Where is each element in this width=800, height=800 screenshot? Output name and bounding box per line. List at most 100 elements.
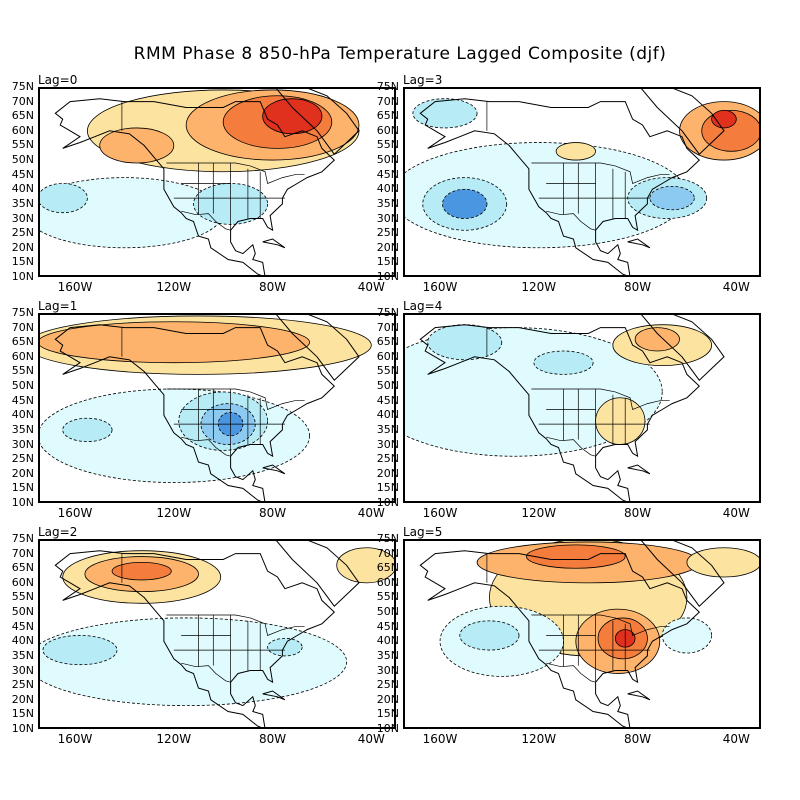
latitude-label: 70N — [11, 546, 34, 560]
longitude-label: 80W — [258, 280, 287, 294]
map-plot — [403, 87, 761, 277]
latitude-label: 45N — [11, 393, 34, 407]
latitude-label: 50N — [376, 605, 399, 619]
coastline — [419, 98, 701, 277]
political-border — [546, 662, 596, 683]
coastline — [54, 324, 336, 503]
latitude-label: 50N — [376, 379, 399, 393]
latitude-label: 65N — [376, 335, 399, 349]
longitude-label: 80W — [623, 280, 652, 294]
coastline — [262, 238, 286, 249]
latitude-label: 20N — [376, 692, 399, 706]
latitude-label: 75N — [376, 306, 399, 319]
latitude-label: 15N — [11, 707, 34, 721]
political-border — [531, 614, 670, 636]
longitude-label: 120W — [156, 732, 192, 746]
coastline — [274, 313, 360, 381]
latitude-label: 30N — [376, 211, 399, 225]
latitude-label: 25N — [376, 678, 399, 692]
warm-anomaly-contour — [711, 109, 737, 129]
map-panel — [403, 313, 761, 503]
latitude-label: 20N — [376, 240, 399, 254]
latitude-label: 65N — [11, 561, 34, 575]
latitude-label: 70N — [11, 94, 34, 108]
latitude-label: 55N — [376, 590, 399, 604]
latitude-label: 50N — [11, 379, 34, 393]
longitude-label: 40W — [722, 280, 750, 294]
latitude-label: 15N — [11, 481, 34, 495]
cold-anomaly-contour — [459, 620, 520, 651]
longitude-label: 40W — [357, 280, 385, 294]
coastline — [262, 690, 286, 701]
latitude-label: 35N — [11, 422, 34, 436]
political-border — [166, 388, 305, 410]
latitude-label: 75N — [376, 532, 399, 545]
political-border — [181, 210, 231, 231]
map-plot — [38, 539, 396, 729]
lag-label: Lag=3 — [403, 73, 443, 87]
latitude-label: 60N — [376, 123, 399, 137]
lag-label: Lag=5 — [403, 525, 443, 539]
longitude-label: 80W — [258, 732, 287, 746]
latitude-label: 50N — [376, 153, 399, 167]
lag-label: Lag=0 — [38, 73, 78, 87]
coastline — [639, 313, 725, 381]
latitude-label: 30N — [376, 663, 399, 677]
longitude-label: 120W — [521, 506, 557, 520]
longitude-label: 80W — [623, 732, 652, 746]
coastline — [274, 87, 360, 155]
map-plot — [403, 539, 761, 729]
map-frame — [38, 539, 396, 729]
political-border — [166, 162, 305, 184]
latitude-label: 50N — [11, 153, 34, 167]
latitude-label: 15N — [11, 255, 34, 269]
latitude-label: 45N — [11, 619, 34, 633]
longitude-label: 160W — [57, 506, 93, 520]
map-frame — [403, 539, 761, 729]
map-panel — [38, 87, 396, 277]
cold-anomaly-contour — [412, 98, 478, 129]
political-border — [531, 162, 670, 184]
cold-anomaly-contour — [62, 417, 113, 443]
latitude-label: 70N — [11, 320, 34, 334]
longitude-label: 120W — [156, 506, 192, 520]
latitude-label: 75N — [376, 80, 399, 93]
latitude-label: 10N — [376, 722, 399, 735]
latitude-label: 35N — [376, 648, 399, 662]
latitude-label: 10N — [376, 496, 399, 509]
political-border — [166, 614, 305, 636]
latitude-label: 35N — [376, 422, 399, 436]
latitude-label: 70N — [376, 546, 399, 560]
cold-anomaly-contour — [427, 324, 503, 361]
map-frame — [403, 87, 761, 277]
latitude-label: 25N — [11, 226, 34, 240]
map-panel — [38, 313, 396, 503]
latitude-label: 75N — [11, 306, 34, 319]
latitude-label: 40N — [11, 634, 34, 648]
latitude-label: 75N — [11, 80, 34, 93]
latitude-label: 65N — [11, 335, 34, 349]
latitude-label: 35N — [11, 196, 34, 210]
latitude-label: 60N — [11, 123, 34, 137]
latitude-label: 30N — [11, 437, 34, 451]
latitude-label: 10N — [11, 496, 34, 509]
latitude-label: 30N — [376, 437, 399, 451]
warm-anomaly-contour — [686, 547, 761, 578]
warm-anomaly-contour — [555, 142, 596, 161]
latitude-label: 70N — [376, 94, 399, 108]
latitude-label: 65N — [376, 109, 399, 123]
coastline — [419, 550, 701, 729]
latitude-label: 55N — [11, 364, 34, 378]
political-border — [546, 436, 596, 457]
coastline — [54, 550, 336, 729]
latitude-label: 45N — [376, 393, 399, 407]
latitude-label: 25N — [376, 452, 399, 466]
map-panel — [38, 539, 396, 729]
figure-title: RMM Phase 8 850-hPa Temperature Lagged C… — [133, 44, 667, 64]
lag-label: Lag=4 — [403, 299, 443, 313]
map-plot — [38, 87, 396, 277]
warm-anomaly-contour — [111, 561, 172, 581]
latitude-label: 30N — [11, 211, 34, 225]
latitude-label: 55N — [11, 138, 34, 152]
cold-anomaly-contour — [38, 183, 88, 214]
